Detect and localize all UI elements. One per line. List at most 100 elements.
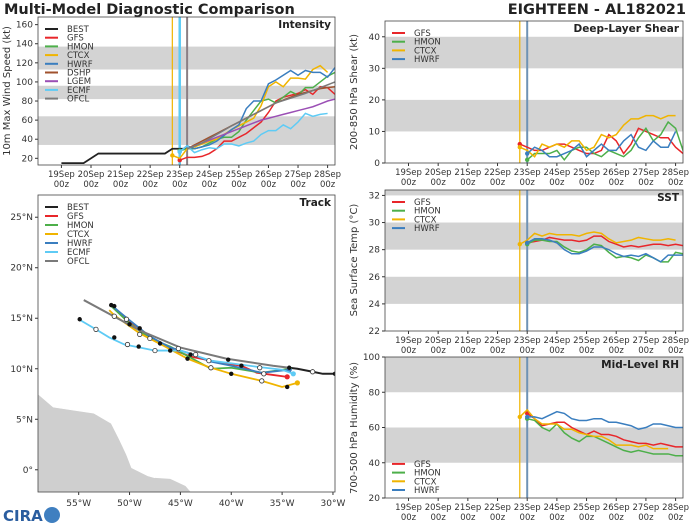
x-tick-day: 28Sep — [662, 503, 689, 513]
x-tick-hour: 00z — [549, 346, 565, 356]
y-tick-label: 28 — [369, 246, 381, 256]
legend-label: GFS — [67, 34, 84, 44]
x-tick-day: 23Sep — [514, 336, 541, 346]
x-tick-day: 26Sep — [603, 168, 630, 178]
track-marker — [332, 371, 335, 377]
series-hwrf — [179, 67, 335, 153]
x-tick-day: 22Sep — [137, 170, 164, 180]
x-tick-day: 21Sep — [454, 503, 481, 513]
y-tick-label: 120 — [16, 59, 33, 69]
legend-label: HWRF — [67, 60, 93, 70]
legend-label: ECMF — [67, 86, 91, 96]
legend-label: OFCL — [67, 257, 90, 267]
legend-label: HMON — [67, 221, 94, 231]
legend-label: HMON — [414, 38, 441, 48]
series-start-hwrf — [524, 151, 530, 156]
x-tick-day: 26Sep — [603, 336, 630, 346]
x-tick-day: 19Sep — [395, 336, 422, 346]
y-tick-label: 25°N — [10, 213, 33, 223]
panel-title: SST — [657, 192, 680, 204]
track-marker-open — [111, 313, 117, 319]
y-tick-label: 40 — [22, 135, 34, 145]
y-tick-label: 20 — [22, 154, 34, 164]
x-tick-hour: 00z — [320, 180, 336, 190]
x-tick-hour: 00z — [609, 178, 625, 188]
x-tick-hour: 00z — [460, 513, 476, 523]
y-tick-label: 60 — [22, 116, 34, 126]
x-tick-hour: 00z — [638, 346, 654, 356]
y-tick-label: 80 — [369, 388, 381, 398]
x-tick-hour: 00z — [54, 180, 70, 190]
y-tick-label: 10 — [369, 127, 381, 137]
x-tick-day: 24Sep — [543, 336, 570, 346]
legend-label: LGEM — [67, 77, 91, 87]
track-marker-open — [208, 365, 214, 371]
x-tick-day: 24Sep — [543, 168, 570, 178]
x-tick-hour: 00z — [638, 513, 654, 523]
cira-globe-icon — [44, 507, 60, 523]
legend-label: GFS — [67, 212, 84, 222]
x-tick-label: 45°W — [168, 499, 193, 509]
legend-label: GFS — [414, 460, 431, 470]
plot-frame — [384, 356, 684, 499]
legend-label: BEST — [67, 25, 90, 35]
y-tick-label: 0° — [23, 466, 33, 476]
panel-title: Deep-Layer Shear — [573, 23, 679, 35]
plot-frame — [384, 20, 684, 164]
x-tick-label: 50°W — [117, 499, 142, 509]
series-ctcx — [519, 114, 676, 158]
x-tick-day: 23Sep — [514, 168, 541, 178]
track-marker — [137, 326, 142, 331]
x-tick-hour: 00z — [579, 178, 595, 188]
series-ctcx — [172, 64, 329, 160]
shaded-band — [385, 427, 683, 463]
x-tick-hour: 00z — [520, 513, 536, 523]
x-tick-day: 25Sep — [573, 168, 600, 178]
x-tick-hour: 00z — [549, 513, 565, 523]
series-hmon — [527, 417, 683, 457]
y-tick-label: 20 — [369, 96, 381, 106]
legend-label: CTCX — [67, 51, 90, 61]
legend-label: DSHP — [67, 69, 90, 79]
track-panel: 55°W 50°W 45°W 40°W 35°W 30°W 0° 5°N 10°N 15°N 20°… — [10, 194, 345, 509]
x-tick-hour: 00z — [549, 178, 565, 188]
y-axis-label: Sea Surface Temp (°C) — [349, 204, 360, 317]
legend-label: HWRF — [67, 239, 93, 249]
x-tick-day: 24Sep — [196, 170, 223, 180]
shaded-band — [385, 276, 683, 304]
x-tick-hour: 00z — [520, 346, 536, 356]
x-tick-label: 35°W — [270, 499, 295, 509]
series-ctcx — [519, 408, 669, 450]
x-tick-day: 25Sep — [225, 170, 252, 180]
intensity-panel: 19Sep00z20Sep00z21Sep00z22Sep00z23Sep00z… — [2, 16, 341, 190]
x-tick-day: 20Sep — [425, 336, 452, 346]
track-marker-open — [310, 369, 316, 375]
x-tick-day: 21Sep — [454, 336, 481, 346]
track-end-gfs — [284, 374, 290, 380]
track-marker — [284, 384, 290, 390]
track-marker — [157, 341, 163, 346]
x-tick-hour: 00z — [431, 346, 447, 356]
x-tick-hour: 00z — [172, 180, 188, 190]
track-marker-open — [175, 345, 181, 352]
x-tick-hour: 00z — [609, 346, 625, 356]
plot-area — [385, 190, 683, 331]
x-tick-day: 27Sep — [632, 168, 659, 178]
track-marker-open — [123, 316, 130, 322]
track-marker-open — [124, 341, 131, 348]
series-start-ecmf — [177, 149, 182, 154]
x-tick-hour: 00z — [231, 180, 247, 190]
track-marker-open — [93, 326, 99, 332]
legend-label: ECMF — [67, 248, 91, 258]
plot-frame — [37, 194, 336, 493]
legend-label: HWRF — [414, 224, 440, 234]
track-marker — [188, 352, 193, 357]
x-tick-day: 20Sep — [78, 170, 105, 180]
track-marker — [185, 356, 190, 361]
track-marker — [112, 335, 117, 340]
x-tick-day: 19Sep — [395, 503, 422, 513]
series-hwrf — [526, 131, 677, 158]
legend-label: OFCL — [67, 95, 90, 105]
